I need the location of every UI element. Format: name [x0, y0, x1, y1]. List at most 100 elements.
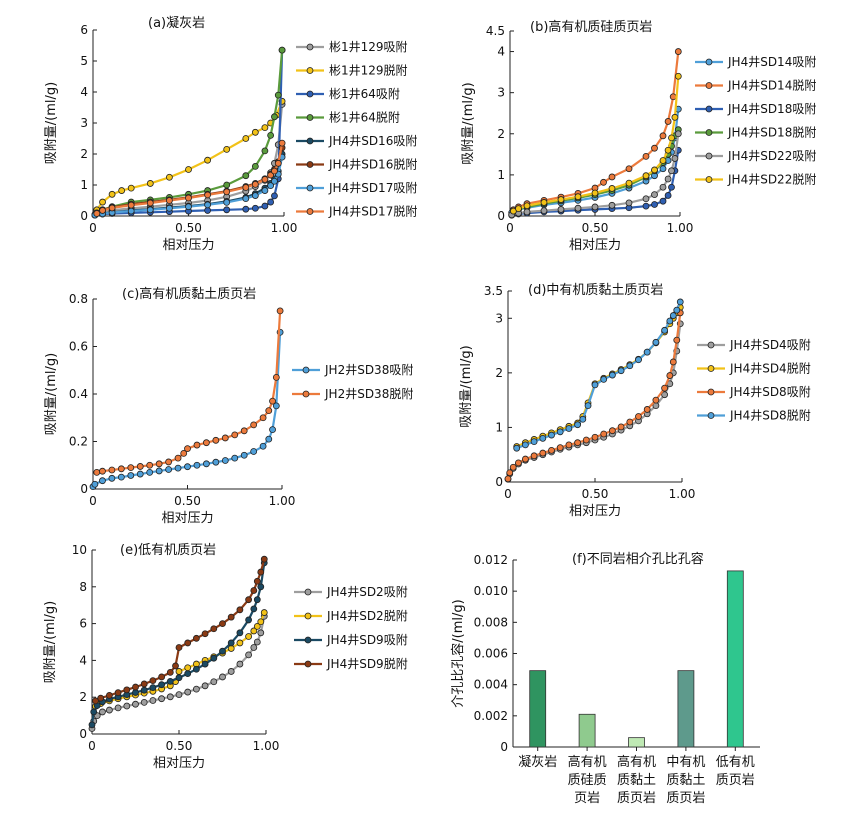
legend-marker — [304, 636, 312, 644]
data-point — [212, 436, 220, 444]
data-point — [265, 407, 273, 415]
category-label: 凝灰岩 — [518, 754, 557, 770]
legend-label: 彬1井129吸附 — [329, 40, 408, 54]
data-point — [97, 694, 105, 702]
data-point — [132, 683, 139, 691]
data-point — [591, 189, 599, 197]
legend-label: 彬1井64脱附 — [329, 110, 400, 125]
y-tick-label: 0 — [497, 209, 505, 223]
y-axis-label: 吸附量/(ml/g) — [44, 353, 59, 435]
data-point — [271, 113, 278, 121]
data-point — [201, 660, 209, 668]
data-point — [175, 644, 183, 651]
legend-label: JH4井SD17脱附 — [328, 204, 417, 219]
category-label: 质页岩 — [617, 791, 656, 806]
data-point — [245, 633, 253, 640]
data-point — [257, 629, 265, 637]
data-point — [204, 207, 212, 214]
data-point — [180, 449, 188, 457]
category-label: 质页岩 — [716, 773, 755, 788]
legend-marker — [705, 82, 713, 89]
x-tick-label: 0 — [88, 739, 96, 753]
series-line — [95, 100, 284, 211]
data-point — [242, 172, 250, 180]
data-point — [642, 195, 650, 203]
legend-marker — [302, 390, 310, 398]
data-point — [668, 167, 675, 175]
data-point — [591, 381, 599, 389]
series-line — [512, 51, 680, 211]
data-point — [584, 402, 592, 410]
data-point — [242, 135, 250, 142]
data-point — [669, 312, 677, 319]
series-line — [516, 306, 682, 448]
data-point — [250, 587, 258, 594]
data-point — [245, 651, 253, 659]
data-point — [210, 625, 218, 633]
data-point — [261, 202, 269, 210]
data-point — [175, 674, 183, 682]
data-point — [165, 173, 173, 181]
data-point — [114, 689, 122, 696]
legend-marker — [306, 90, 314, 98]
data-point — [158, 673, 166, 681]
data-point — [223, 188, 231, 196]
legend-marker — [707, 388, 715, 396]
y-tick-label: 6 — [79, 617, 87, 631]
legend-marker — [306, 184, 314, 192]
data-point — [664, 175, 672, 183]
data-point — [261, 124, 269, 132]
data-point — [155, 467, 163, 475]
data-point — [251, 128, 259, 136]
data-point — [146, 206, 154, 214]
data-point — [99, 467, 106, 475]
y-tick-label: 4.5 — [486, 24, 505, 38]
legend-marker — [306, 137, 314, 145]
legend-marker — [705, 152, 713, 160]
data-point — [174, 454, 182, 462]
data-point — [253, 638, 261, 646]
data-point — [175, 691, 183, 699]
data-point — [242, 195, 250, 203]
y-tick-label: 0.8 — [69, 292, 88, 306]
data-point — [278, 46, 286, 54]
data-point — [506, 469, 514, 477]
data-point — [548, 446, 555, 454]
data-point — [668, 134, 675, 142]
data-point — [515, 205, 522, 213]
data-point — [242, 205, 250, 213]
data-point — [635, 413, 642, 420]
data-point — [673, 336, 681, 344]
data-point — [127, 472, 135, 479]
data-point — [210, 678, 218, 686]
y-tick-label: 0.002 — [474, 709, 508, 723]
series-1 — [89, 328, 284, 491]
data-point — [608, 173, 616, 181]
data-point — [106, 691, 113, 699]
data-point — [522, 441, 529, 449]
legend-label: JH2井SD38吸附 — [324, 363, 413, 377]
legend-label: 彬1井64吸附 — [329, 87, 400, 101]
data-point — [158, 681, 166, 689]
y-tick-label: 2 — [80, 147, 88, 161]
legend-marker — [707, 365, 715, 372]
x-axis-label: 相对压力 — [153, 756, 205, 771]
data-point — [666, 372, 674, 379]
data-point — [99, 207, 106, 214]
series-line — [512, 76, 680, 213]
data-point — [227, 639, 235, 647]
data-point — [274, 91, 282, 99]
data-point — [557, 196, 565, 203]
data-point — [184, 688, 192, 696]
panel-f: 0 0.002 0.004 0.006 0.008 0.010 0.012 (f)不同岩相介孔… — [450, 551, 760, 806]
legend-label: JH4井SD4吸附 — [729, 338, 811, 352]
legend-marker — [306, 114, 314, 121]
data-point — [643, 406, 651, 413]
series-8 — [93, 139, 286, 217]
data-point — [267, 131, 275, 139]
data-point — [202, 460, 210, 468]
data-point — [236, 660, 244, 668]
data-point — [146, 468, 154, 476]
data-point — [253, 577, 261, 585]
